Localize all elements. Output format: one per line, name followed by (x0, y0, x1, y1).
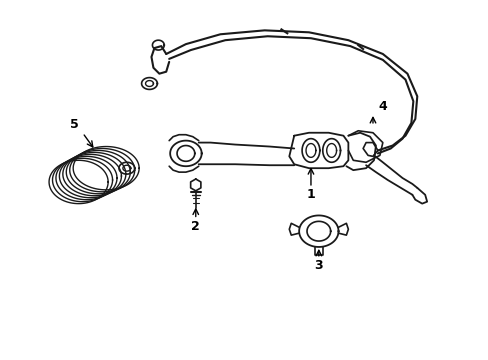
Text: 2: 2 (191, 220, 200, 233)
Text: 5: 5 (70, 118, 79, 131)
Text: 3: 3 (314, 259, 323, 272)
Text: 4: 4 (378, 100, 386, 113)
Text: 1: 1 (306, 188, 315, 201)
